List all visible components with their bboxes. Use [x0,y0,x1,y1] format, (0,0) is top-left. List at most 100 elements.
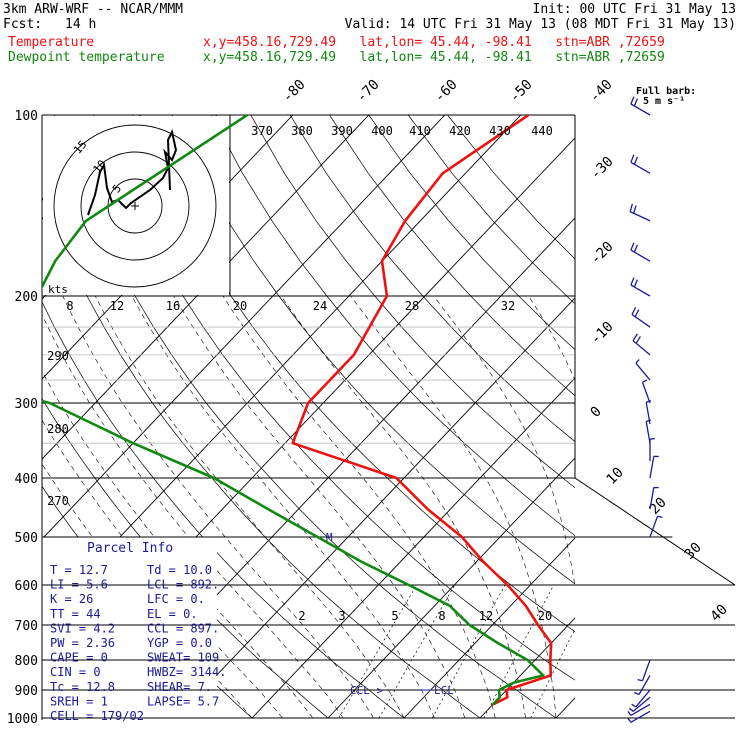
hodograph-trace [87,129,178,216]
theta-label: 290 [47,349,69,363]
parcel-info-right: Td = 10.0 [147,563,212,577]
wind-barb [629,203,651,222]
pressure-label: 200 [15,290,38,305]
pressure-label: 600 [15,579,38,594]
wind-barb [630,154,651,174]
dry-adiabat [289,115,575,443]
mixing-ratio-label: 20 [538,609,552,623]
isotherm-side-label: -30 [588,154,617,183]
isotherm-line [42,115,446,540]
dewpoint-legend: Dewpoint temperature [8,50,165,65]
wind-barb [649,455,659,479]
parcel-info-left: TT = 44 [50,607,101,621]
parcel-info-right: YGP = 0.0 [147,636,212,650]
theta-e-label: 440 [531,124,553,138]
parcel-info-left: SREH = 1 [50,694,108,708]
temperature-curve [291,115,553,706]
wind-barb [630,96,651,116]
wind-barb [627,703,651,716]
dry-adiabat [368,115,575,351]
parcel-info-left: CELL = 179/02 [50,709,144,723]
wind-barb [635,359,651,381]
wind-barb [630,277,651,297]
isotherm-top-label: -40 [587,77,616,106]
hodo-speed-label: 16 [166,299,180,313]
dry-adiabat [329,115,575,397]
isotherm-line [175,297,575,719]
init-time: Init: 00 UTC Fri 31 May 13 [532,2,737,17]
wind-barb [627,710,651,723]
mixing-ratio-line [338,584,418,719]
parcel-info-title: Parcel Info [87,541,173,556]
parcel-info-right: SHEAR= 7. [147,680,212,694]
isotherm-side-label: 10 [604,465,627,488]
hodo-ring [53,124,217,288]
parcel-info-right: CCL = 897. [147,621,219,635]
parcel-info-left: K = 26 [50,592,93,606]
wind-barb [630,242,651,262]
parcel-info-right: LCL = 892. [147,578,219,592]
valid-time: Valid: 14 UTC Fri 31 May 13 (08 MDT Fri … [344,17,736,32]
isotherm-side-label: -10 [588,319,617,348]
wind-barb [628,696,651,712]
isotherm-top-label: -80 [280,77,309,106]
dewpoint-meta: x,y=458.16,729.49 lat,lon= 45.44, -98.41… [203,50,665,65]
mixing-ratio-line [592,585,655,718]
mixing-ratio-label: 2 [298,609,305,623]
moist-adiabat [42,419,283,719]
theta-label: 280 [47,422,69,436]
hodo-ring [80,151,190,261]
hodo-speed-label: 12 [110,299,124,313]
isotherm-top-label: -60 [432,77,461,106]
moist-adiabat [433,295,575,589]
theta-e-label: 410 [409,124,431,138]
dry-adiabat [407,115,575,305]
isotherm-top-label: -50 [507,77,536,106]
model-title: 3km ARW-WRF -- NCAR/MMM [3,2,184,17]
isotherm-line [251,377,575,719]
wind-barb [649,486,659,510]
theta-e-label: 430 [489,124,511,138]
isotherm-side-label: 30 [682,540,705,563]
hodo-center-cross [131,202,139,210]
isotherm-line [42,115,370,460]
wind-barb [634,675,651,696]
pressure-label: 700 [15,619,38,634]
hodo-speed-label: 20 [233,299,247,313]
ccl-marker: CCL > [350,684,383,697]
pressure-label: 300 [15,397,38,412]
parcel-info-right: LAPSE= 5.7 [147,694,219,708]
theta-e-label: 370 [251,124,273,138]
isotherm-line [403,537,575,719]
isotherm-side-label: -20 [588,239,617,268]
isotherm-line [555,697,575,719]
pressure-label: 1000 [7,712,38,727]
moist-adiabat [350,295,557,719]
moist-adiabat [678,296,711,718]
theta-label: 270 [47,494,69,508]
isotherm-line [479,617,575,719]
parcel-info-right: SWEAT= 109 [147,651,219,665]
wind-barb [631,307,651,328]
dewpoint-curve [42,115,545,706]
plot-diagonal-border [574,477,736,586]
isotherm-line [327,457,575,719]
pressure-label: 500 [15,531,38,546]
theta-e-label: 400 [371,124,393,138]
hodo-speed-label: 32 [501,299,515,313]
moist-adiabat [62,295,374,719]
mixing-ratio-line [530,628,575,719]
hodo-speed-label: 28 [405,299,419,313]
mixing-ratio-label: 12 [479,609,493,623]
marker-m: M [326,531,333,544]
wind-barb [631,689,651,708]
temperature-legend: Temperature [8,35,95,50]
theta-e-label: 420 [449,124,471,138]
wind-barb [641,379,651,404]
forecast-label: Fcst: [3,17,43,32]
parcel-info-right: HWBZ= 3144. [147,665,226,679]
isotherm-line [708,115,740,718]
isotherm-top-label: -70 [354,77,383,106]
wind-barb [637,659,651,682]
